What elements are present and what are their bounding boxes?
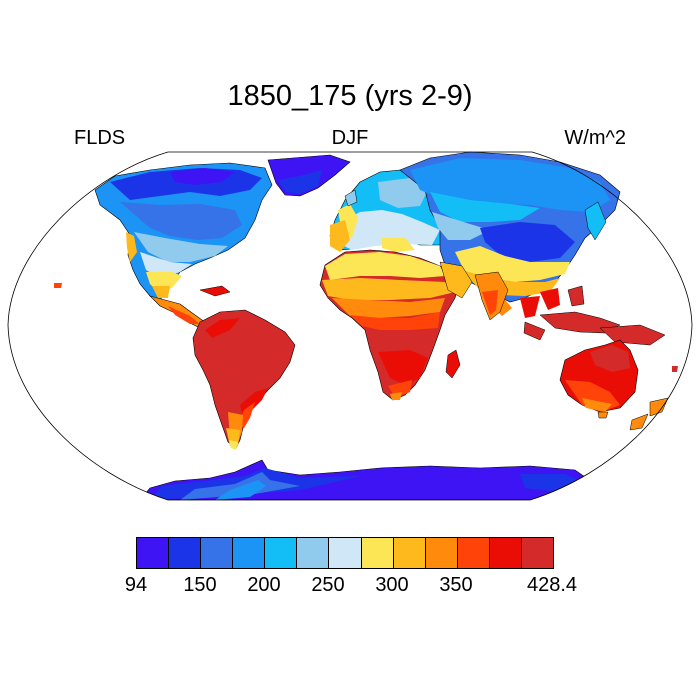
colorbar-label-350: 350 (439, 574, 473, 596)
colorbar-label-150: 150 (183, 574, 217, 596)
colorbar-cell-7 (361, 538, 394, 568)
colorbar-cell-10 (457, 538, 490, 568)
colorbar-cell-1 (169, 538, 202, 568)
colorbar-cell-12 (521, 538, 554, 568)
colorbar-cell-3 (233, 538, 266, 568)
globe-outline (7, 151, 693, 501)
variable-label: FLDS (74, 127, 126, 149)
colorbar-cell-5 (297, 538, 330, 568)
colorbar-label-300: 300 (375, 574, 409, 596)
units-label: W/m^2 (564, 127, 626, 149)
colorbar-label-min: 94 (124, 574, 148, 596)
colorbar-label-max: 428.4 (526, 574, 578, 596)
colorbar-cell-9 (425, 538, 458, 568)
colorbar-cell-8 (393, 538, 426, 568)
new-zealand (649, 397, 669, 417)
colorbar-cell-0 (137, 538, 170, 568)
colorbar-cell-11 (489, 538, 522, 568)
colorbar-label-200: 200 (247, 574, 281, 596)
season-label: DJF (331, 127, 369, 149)
colorbar (136, 537, 554, 569)
colorbar-cell-6 (329, 538, 362, 568)
colorbar-label-250: 250 (311, 574, 345, 596)
colorbar-cell-4 (265, 538, 298, 568)
plot-title: 1850_175 (yrs 2-9) (227, 80, 473, 112)
colorbar-cell-2 (201, 538, 234, 568)
